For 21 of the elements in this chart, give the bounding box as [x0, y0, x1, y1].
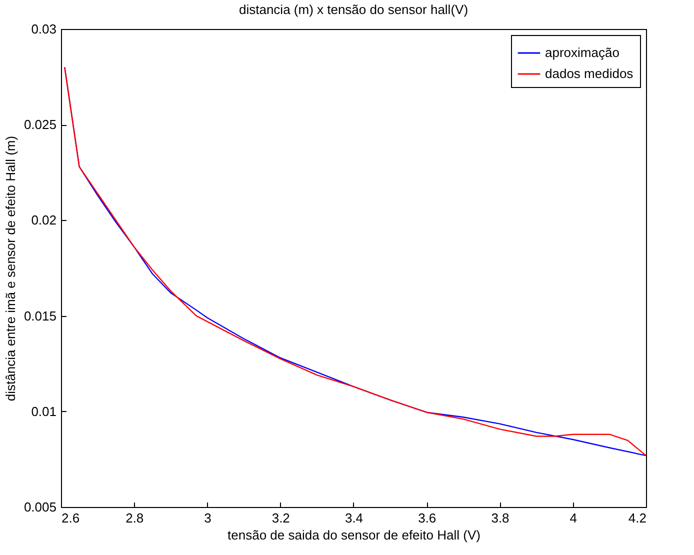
x-tick-label: 4	[570, 510, 577, 526]
x-tick-label: 3.6	[418, 510, 436, 526]
x-axis-title: tensão de saida do sensor de efeito Hall (V)	[228, 528, 480, 542]
legend-label: dados medidos	[545, 66, 634, 81]
x-tick-label: 3.8	[491, 510, 510, 526]
y-tick-label: 0.03	[31, 22, 56, 36]
y-axis-title: distância entre imã e sensor de efeito Hall (m)	[2, 136, 18, 402]
legend-label: aproximação	[545, 45, 620, 60]
x-tick-label: 3.4	[344, 510, 364, 526]
y-tick-label: 0.015	[24, 308, 56, 324]
x-tick-label: 2.6	[62, 510, 80, 526]
chart-title: distancia (m) x tensão do sensor hall(V)	[238, 2, 468, 17]
y-tick-label: 0.01	[31, 404, 56, 419]
x-tick-label: 3	[204, 510, 212, 526]
line-series	[64, 66, 647, 456]
y-tick-label: 0.025	[24, 117, 56, 132]
x-tick-label: 2.8	[126, 510, 144, 526]
x-tick-label: 4.2	[628, 510, 646, 526]
y-tick-label: 0.005	[24, 500, 56, 514]
y-tick-label: 0.02	[31, 212, 56, 228]
x-tick-label: 3.2	[272, 510, 290, 526]
